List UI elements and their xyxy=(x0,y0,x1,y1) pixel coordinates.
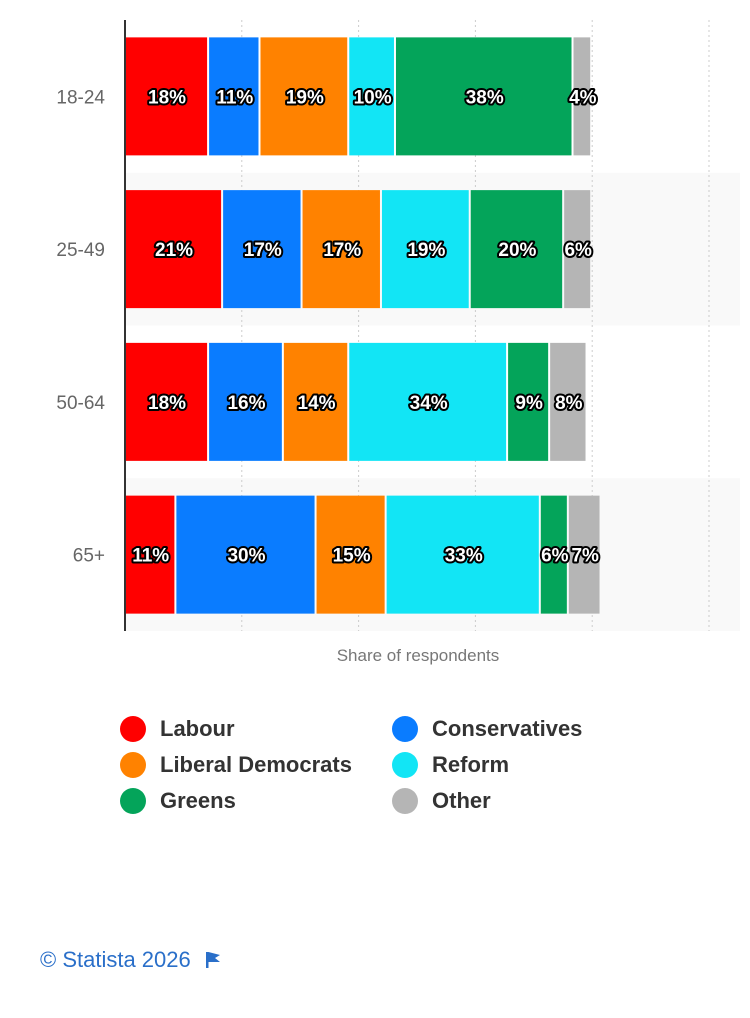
data-label: 6% xyxy=(564,240,592,261)
data-label: 18% xyxy=(148,393,186,414)
data-label: 10% xyxy=(354,87,392,108)
data-label: 4% xyxy=(569,87,597,108)
bar-segment xyxy=(381,190,469,309)
data-label: 17% xyxy=(323,240,361,261)
data-label: 8% xyxy=(555,393,583,414)
data-label: 17% xyxy=(244,240,282,261)
legend-item-reform[interactable]: Reform xyxy=(392,752,632,778)
bar-segment xyxy=(209,37,259,156)
bar-segment xyxy=(573,37,591,156)
legend-dot-icon xyxy=(120,788,146,814)
bar-segment xyxy=(568,495,600,614)
legend-item-labour[interactable]: Labour xyxy=(120,716,392,742)
data-label: 21% xyxy=(155,240,193,261)
data-label: 11% xyxy=(132,546,169,567)
legend-dot-icon xyxy=(392,788,418,814)
legend-item-other[interactable]: Other xyxy=(392,788,632,814)
data-label: 38% xyxy=(466,87,504,108)
data-label: 16% xyxy=(227,393,265,414)
legend-dot-icon xyxy=(120,716,146,742)
bar-segment xyxy=(349,342,507,461)
legend-item-conservatives[interactable]: Conservatives xyxy=(392,716,632,742)
bar-segment xyxy=(316,495,385,614)
flag-icon[interactable] xyxy=(205,951,221,969)
data-label: 34% xyxy=(410,393,448,414)
data-label: 18% xyxy=(148,87,186,108)
bar-segment xyxy=(395,37,572,156)
bar-segment xyxy=(260,37,348,156)
data-label: 9% xyxy=(515,393,543,414)
data-label: 19% xyxy=(407,240,445,261)
data-label: 15% xyxy=(333,546,371,567)
data-label: 20% xyxy=(498,240,536,261)
data-label: 7% xyxy=(571,546,599,567)
bar-segment xyxy=(223,190,301,309)
credit-text: © Statista 2026 xyxy=(40,947,191,972)
data-label: 14% xyxy=(298,393,336,414)
data-label: 30% xyxy=(227,546,265,567)
category-label: 18-24 xyxy=(56,87,105,108)
statista-credit-link[interactable]: © Statista 2026 xyxy=(40,947,221,973)
data-label: 33% xyxy=(445,546,483,567)
legend-dot-icon xyxy=(120,752,146,778)
bar-segment xyxy=(564,190,591,309)
bar-segment xyxy=(209,342,282,461)
bar-segment xyxy=(125,37,208,156)
bar-segment xyxy=(540,495,567,614)
data-label: 6% xyxy=(541,546,569,567)
category-label: 65+ xyxy=(73,546,105,567)
bar-segment xyxy=(550,342,586,461)
legend: Labour Conservatives Liberal Democrats R… xyxy=(120,716,632,814)
bar-segment xyxy=(283,342,348,461)
bar-segment xyxy=(125,342,208,461)
bar-segment xyxy=(302,190,380,309)
x-axis-label: Share of respondents xyxy=(337,646,500,665)
category-label: 25-49 xyxy=(56,240,105,261)
legend-dot-icon xyxy=(392,752,418,778)
data-label: 11% xyxy=(216,87,253,108)
legend-item-liberal-democrats[interactable]: Liberal Democrats xyxy=(120,752,392,778)
bar-segment xyxy=(349,37,394,156)
data-label: 19% xyxy=(286,87,324,108)
legend-item-greens[interactable]: Greens xyxy=(120,788,392,814)
bar-segment xyxy=(125,495,175,614)
bar-segment xyxy=(470,190,563,309)
bar-segment xyxy=(125,190,222,309)
legend-dot-icon xyxy=(392,716,418,742)
stacked-bar-chart: 18% 11% 19% 10% 38% 4% 21% 17% 17% 19% 20% 6% 18% 16%… xyxy=(56,20,710,665)
bar-segment xyxy=(176,495,315,614)
bar-segment xyxy=(386,495,539,614)
bar-segment xyxy=(508,342,549,461)
category-label: 50-64 xyxy=(56,393,105,414)
